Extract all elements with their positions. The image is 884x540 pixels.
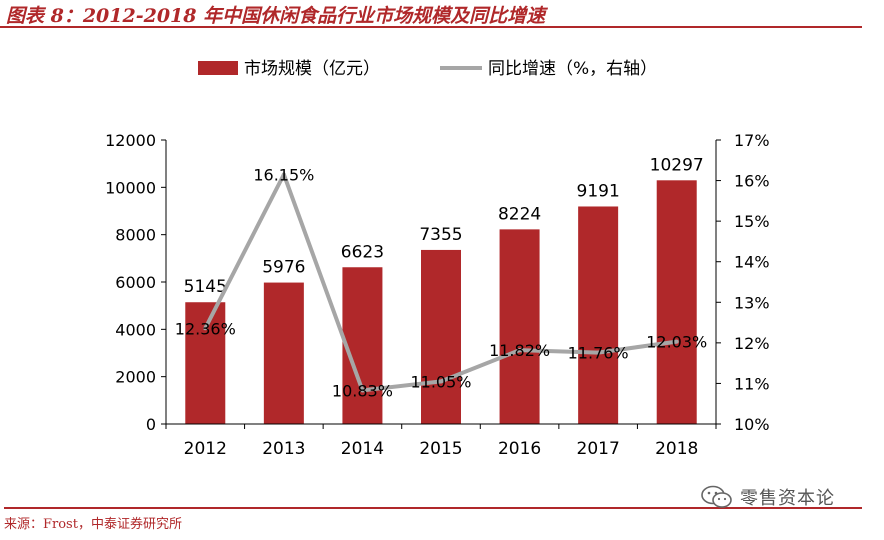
chart-title: 图表 8：2012-2018 年中国休闲食品行业市场规模及同比增速	[6, 5, 546, 27]
bar-data-label: 7355	[419, 225, 462, 245]
bar	[342, 267, 383, 424]
y-tick-label: 6000	[115, 273, 156, 292]
legend-line-label: 同比增速（%，右轴）	[488, 59, 657, 79]
bar	[185, 302, 226, 424]
y2-tick-label: 12%	[734, 334, 770, 353]
legend-bar-label: 市场规模（亿元）	[244, 59, 380, 79]
growth-point	[203, 326, 208, 331]
title-rule	[0, 26, 862, 28]
x-tick-label: 2014	[341, 439, 384, 459]
bar-data-label: 10297	[650, 155, 704, 175]
y2-tick-label: 17%	[734, 131, 770, 150]
y-tick-label: 0	[146, 415, 156, 434]
x-tick-label: 2016	[498, 439, 541, 459]
footer-rule	[4, 507, 862, 509]
growth-point	[439, 379, 443, 384]
y-tick-label: 4000	[115, 320, 156, 339]
y2-tick-label: 11%	[734, 374, 770, 393]
watermark-text: 零售资本论	[740, 488, 835, 509]
y-tick-label: 10000	[105, 178, 156, 197]
y2-tick-label: 16%	[734, 172, 770, 191]
line-data-label: 12.03%	[646, 333, 707, 352]
bar	[656, 180, 697, 424]
x-tick-label: 2013	[262, 439, 305, 459]
source-note: 来源：Frost，中泰证券研究所	[4, 517, 182, 532]
bar	[499, 229, 540, 424]
line-data-label: 11.82%	[489, 341, 550, 360]
bar-data-label: 5976	[262, 258, 305, 278]
line-data-label: 10.83%	[332, 381, 393, 400]
y2-tick-label: 15%	[734, 212, 770, 231]
line-data-label: 16.15%	[253, 165, 314, 184]
bar	[421, 249, 461, 424]
y-tick-label: 8000	[115, 226, 156, 245]
line-data-label: 12.36%	[175, 319, 236, 338]
line-data-label: 11.05%	[410, 372, 471, 391]
x-tick-label: 2017	[577, 439, 620, 459]
bar-data-label: 5145	[184, 277, 227, 297]
watermark: 零售资本论	[700, 484, 835, 510]
growth-point	[517, 348, 522, 353]
bar-data-label: 9191	[577, 181, 620, 201]
bar	[263, 282, 304, 424]
y-tick-label: 2000	[115, 368, 156, 387]
bar-data-label: 8224	[498, 204, 541, 224]
x-tick-label: 2015	[419, 439, 462, 459]
bar-data-label: 6623	[341, 242, 384, 262]
growth-point	[674, 339, 679, 344]
growth-point	[281, 172, 286, 177]
legend-bar-swatch	[198, 61, 238, 75]
wechat-icon	[701, 485, 732, 508]
y2-tick-label: 10%	[734, 415, 770, 434]
y-tick-label: 12000	[105, 131, 156, 150]
x-tick-label: 2012	[184, 439, 227, 459]
y2-tick-label: 13%	[734, 293, 770, 312]
line-data-label: 11.76%	[568, 344, 629, 363]
growth-point	[360, 388, 365, 393]
growth-point	[596, 350, 601, 355]
y2-tick-label: 14%	[734, 253, 770, 272]
bar	[578, 206, 619, 424]
x-tick-label: 2018	[655, 439, 698, 459]
